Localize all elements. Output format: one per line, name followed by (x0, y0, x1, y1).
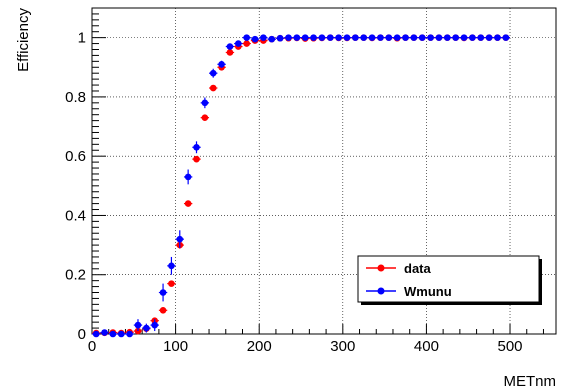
data-point (201, 99, 209, 107)
x-axis-title: METnm (504, 373, 557, 390)
data-point (502, 34, 510, 41)
y-tick-label: 0.2 (65, 267, 86, 284)
y-tick-label: 0.8 (65, 89, 86, 106)
data-point (126, 330, 133, 338)
x-tick-label: 500 (498, 338, 523, 355)
x-tick-label: 400 (414, 338, 439, 355)
data-point (469, 34, 476, 41)
data-point (268, 35, 276, 43)
legend-wmunu-label: Wmunu (404, 284, 452, 299)
y-tick-label: 0 (78, 326, 86, 343)
y-axis-title: Efficiency (15, 8, 32, 72)
data-point (226, 43, 234, 50)
data-point (193, 155, 200, 163)
x-tick-label: 200 (247, 338, 272, 355)
data-point (251, 35, 259, 43)
data-point (343, 34, 351, 41)
data-point (435, 34, 443, 41)
legend-data-label: data (404, 261, 432, 276)
legend: data Wmunu (357, 255, 542, 305)
legend-wmunu-marker (377, 287, 385, 295)
data-point (360, 34, 368, 41)
data-point (276, 34, 284, 42)
data-point (209, 69, 217, 77)
y-tick-label: 1 (78, 30, 86, 47)
data-point (301, 34, 309, 41)
data-point (377, 34, 384, 41)
data-point (410, 34, 418, 41)
data-point (477, 34, 485, 41)
data-point (168, 262, 175, 270)
tick-labels: 0 100 200 300 400 500 0 0.2 0.4 0.6 0.8 1 (65, 30, 522, 355)
data-point (293, 34, 301, 41)
data-point (184, 173, 192, 181)
x-tick-label: 300 (330, 338, 355, 355)
data-point (201, 114, 209, 121)
data-point (226, 49, 234, 56)
data-point (444, 34, 451, 41)
data-point (168, 280, 175, 287)
data-point (285, 34, 292, 41)
data-point (352, 34, 359, 41)
data-point (494, 34, 501, 41)
data-point (92, 330, 100, 338)
y-tick-label: 0.4 (65, 207, 86, 224)
data-point (134, 321, 142, 329)
data-point (218, 61, 225, 68)
data-point (143, 324, 150, 332)
data-point (243, 34, 250, 41)
data-point (193, 143, 200, 151)
data-point (385, 34, 393, 41)
data-point (452, 34, 459, 41)
data-point (209, 84, 217, 92)
data-point (310, 34, 317, 41)
data-point (117, 330, 125, 338)
data-point (159, 289, 167, 296)
data-point (159, 306, 167, 314)
data-point (460, 34, 468, 41)
data-point (243, 40, 250, 47)
x-tick-label: 100 (163, 338, 188, 355)
x-tick-label: 0 (88, 338, 96, 355)
data-point (427, 34, 434, 41)
data-point (485, 34, 493, 41)
data-point (326, 34, 334, 41)
series-layer (92, 34, 511, 338)
series-wmunu (92, 34, 511, 338)
data-point (184, 200, 192, 207)
data-point (109, 330, 117, 338)
data-point (151, 321, 159, 329)
data-point (235, 40, 242, 47)
data-point (101, 329, 108, 336)
y-tick-label: 0.6 (65, 148, 86, 165)
data-point (335, 34, 342, 41)
data-point (318, 34, 326, 41)
data-point (368, 34, 376, 41)
data-point (393, 34, 401, 41)
data-point (260, 34, 267, 41)
legend-box (357, 255, 540, 303)
legend-data-marker (377, 264, 385, 272)
data-point (176, 235, 184, 243)
data-point (402, 34, 409, 41)
data-point (418, 34, 426, 41)
